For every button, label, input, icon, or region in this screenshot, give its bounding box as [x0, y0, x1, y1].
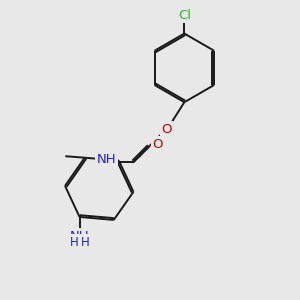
- Text: O: O: [152, 137, 163, 151]
- Text: H: H: [80, 236, 89, 249]
- Text: H: H: [70, 236, 79, 249]
- Text: O: O: [161, 123, 172, 136]
- Text: Cl: Cl: [178, 8, 191, 22]
- Text: NH: NH: [70, 230, 89, 243]
- Text: NH: NH: [97, 153, 116, 166]
